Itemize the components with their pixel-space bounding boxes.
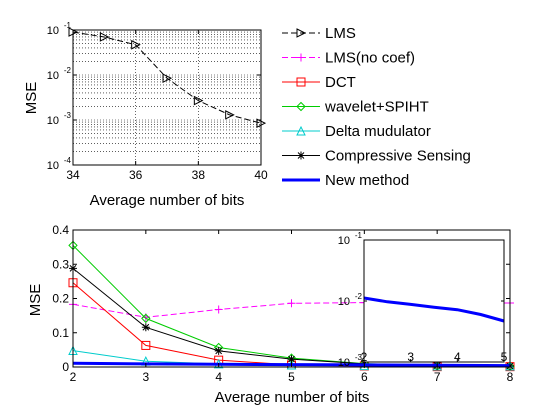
inset-plot-y-tick-label: 10 — [338, 357, 350, 369]
legend-marker-dct — [296, 77, 306, 87]
bottom-plot-point-lms-no-coef — [287, 299, 296, 308]
bottom-plot-y-label: MSE — [27, 284, 44, 317]
top-plot-y-tick-label: 10 — [47, 25, 59, 37]
top-plot-y-tick-exponent: -4 — [64, 156, 72, 165]
bottom-plot-y-tick-label: 0.1 — [52, 326, 69, 340]
top-plot-y-tick-label: 10 — [47, 160, 59, 172]
legend-marker-wavelet-spiht — [296, 101, 306, 112]
bottom-plot-point-compressive-sensing — [141, 323, 150, 332]
bottom-plot-point-compressive-sensing — [214, 346, 223, 355]
inset-plot-x-tick-label: 4 — [454, 350, 461, 364]
top-plot-point-lms — [131, 39, 141, 50]
inset-plot-x-tick-label: 5 — [501, 350, 508, 364]
top-plot: 34 36 38 40 10 -1 10 -2 10 -3 10 -4 Average number… — [23, 21, 268, 209]
bottom-plot-y-ticks: 0 0.1 0.2 0.3 0.4 — [52, 223, 510, 374]
bottom-plot-point-compressive-sensing — [287, 355, 296, 364]
legend-label-lms-no-coef: LMS(no coef) — [325, 50, 415, 67]
top-plot-x-tick-label: 34 — [66, 168, 80, 182]
bottom-plot-y-tick-label: 0 — [62, 360, 69, 374]
bottom-plot-x-tick-label: 4 — [215, 370, 222, 384]
bottom-plot-x-tick-label: 6 — [361, 370, 368, 384]
top-plot-point-lms — [99, 32, 110, 42]
top-plot-point-lms — [193, 95, 204, 106]
top-plot-point-lms — [225, 110, 235, 120]
top-plot-background — [73, 30, 261, 165]
top-plot-series — [68, 27, 267, 128]
legend-label-delta-mudulator: Delta mudulator — [325, 123, 431, 140]
top-plot-point-lms — [162, 73, 173, 83]
inset-plot-y-tick-label: 10 — [338, 296, 350, 308]
bottom-plot-x-ticks: 2 3 4 5 6 7 8 — [70, 230, 514, 384]
top-plot-series-line-lms — [72, 31, 262, 124]
top-plot-x-label: Average number of bits — [90, 192, 245, 209]
inset-plot-x-tick-label: 2 — [361, 350, 368, 364]
bottom-plot-x-tick-label: 3 — [142, 370, 149, 384]
top-plot-x-tick-label: 36 — [129, 168, 143, 182]
bottom-plot-point-dct — [141, 340, 151, 350]
top-plot-grid — [73, 30, 261, 166]
top-plot-y-tick-exponent: -1 — [64, 21, 72, 30]
legend-marker-lms-no-coef — [297, 53, 305, 62]
inset-plot-y-tick-label: 10 — [338, 235, 350, 247]
bottom-plot-y-tick-label: 0.3 — [52, 257, 69, 271]
bottom-plot-x-tick-label: 8 — [507, 370, 514, 384]
bottom-plot-point-wavelet-spiht — [141, 313, 151, 324]
legend-marker-delta-mudulator — [296, 125, 306, 136]
top-plot-x-tick-label: 40 — [254, 168, 268, 182]
legend-label-wavelet-spiht: wavelet+SPIHT — [324, 99, 429, 116]
bottom-plot-x-tick-label: 5 — [288, 370, 295, 384]
bottom-plot-x-label: Average number of bits — [215, 389, 370, 406]
inset-plot-x-ticks: 2 3 4 5 — [361, 350, 508, 364]
legend-marker-lms — [296, 28, 307, 38]
bottom-plot-x-tick-label: 2 — [70, 370, 77, 384]
top-plot-y-ticks: 10 -1 10 -2 10 -3 10 -4 — [47, 21, 261, 172]
bottom-plot-y-tick-label: 0.2 — [52, 292, 69, 306]
top-plot-y-tick-exponent: -2 — [64, 66, 72, 75]
bottom-plot-x-tick-label: 7 — [434, 370, 441, 384]
legend-label-lms: LMS — [325, 25, 356, 42]
inset-plot-x-tick-label: 3 — [407, 350, 414, 364]
inset-plot-series — [363, 296, 505, 323]
inset-plot-y-ticks: 10 -1 10 -2 10 -3 — [338, 231, 504, 369]
top-plot-y-tick-label: 10 — [47, 115, 59, 127]
bottom-plot-point-lms-no-coef — [214, 305, 223, 314]
inset-plot: 2 3 4 5 10 -1 10 -2 10 -3 — [338, 231, 508, 369]
top-plot-y-label: MSE — [23, 82, 40, 115]
inset-plot-series-line-new-method — [363, 296, 505, 323]
legend: LMS LMS(no coef) DCT wavelet+SPIHT Delta mud… — [282, 25, 471, 189]
legend-marker-compressive-sensing — [297, 151, 305, 160]
inset-plot-y-tick-exponent: -1 — [355, 231, 363, 240]
top-plot-frame — [72, 29, 262, 166]
top-plot-x-tick-label: 38 — [192, 168, 206, 182]
legend-label-dct: DCT — [325, 74, 356, 91]
inset-plot-y-tick-exponent: -3 — [355, 353, 363, 362]
top-plot-y-tick-label: 10 — [47, 70, 59, 82]
top-plot-x-ticks: 34 36 38 40 — [66, 30, 268, 182]
top-plot-y-tick-exponent: -3 — [64, 111, 72, 120]
legend-label-compressive-sensing: Compressive Sensing — [325, 148, 471, 165]
legend-label-new-method: New method — [325, 172, 409, 189]
inset-plot-y-tick-exponent: -2 — [355, 292, 363, 301]
bottom-plot-y-tick-label: 0.4 — [52, 223, 69, 237]
